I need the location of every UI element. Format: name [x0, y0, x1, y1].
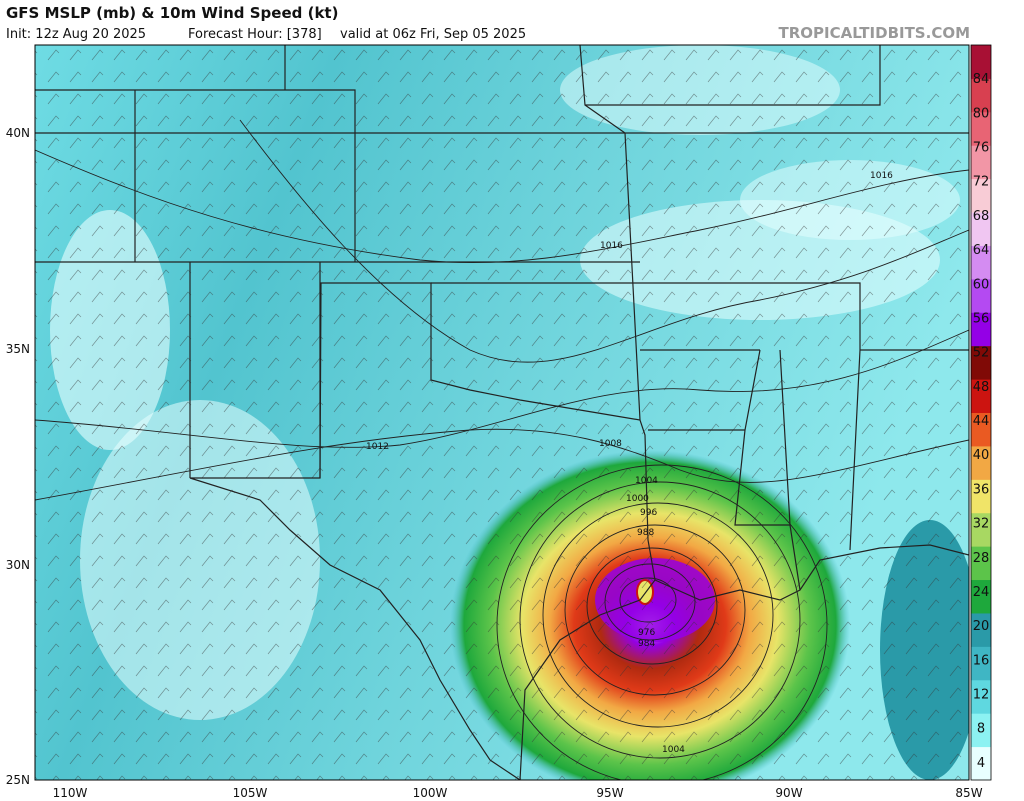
lon-label: 90W: [775, 786, 802, 800]
colorbar-swatch: [971, 145, 991, 180]
colorbar-swatch: [971, 345, 991, 380]
init: Init: 12z Aug 20 2025: [6, 27, 146, 42]
site: TROPICALTIDBITS.COM: [779, 24, 971, 42]
colorbar-swatch: [971, 412, 991, 447]
isobar-label: 1008: [599, 439, 622, 449]
colorbar-label: 80: [973, 106, 990, 121]
colorbar-swatch: [971, 546, 991, 581]
lon-label: 110W: [53, 786, 88, 800]
colorbar-label: 44: [973, 414, 990, 429]
colorbar-swatch: [971, 178, 991, 213]
lat-label: 40N: [6, 126, 30, 140]
colorbar-swatch: [971, 579, 991, 614]
lat-label: 35N: [6, 342, 30, 356]
colorbar-label: 4: [977, 756, 985, 771]
lon-label: 95W: [596, 786, 623, 800]
colorbar-swatch: [971, 512, 991, 547]
colorbar-swatch: [971, 746, 991, 781]
isobar-label: 984: [638, 639, 655, 649]
colorbar-swatch: [971, 646, 991, 681]
colorbar-label: 40: [973, 448, 990, 463]
colorbar-label: 64: [973, 243, 990, 258]
colorbar-frame: [970, 44, 992, 781]
lat-label: 30N: [6, 558, 30, 572]
colorbar-swatch: [971, 245, 991, 280]
isobar-label: 988: [637, 528, 654, 538]
colorbar-label: 52: [973, 346, 990, 361]
colorbar-swatch: [971, 312, 991, 347]
colorbar-label: 84: [973, 72, 990, 87]
isobar-label: 1004: [635, 476, 658, 486]
colorbar-swatch: [971, 278, 991, 313]
lat-label: 25N: [6, 773, 30, 787]
title: GFS MSLP (mb) & 10m Wind Speed (kt): [6, 4, 338, 22]
isobar-label: 1012: [366, 442, 389, 452]
isobar-label: 1016: [870, 171, 893, 181]
isobar-label: 1016: [600, 241, 623, 251]
wind-barbs: [35, 45, 969, 780]
colorbar-label: 68: [973, 209, 990, 224]
colorbar-label: 76: [973, 141, 990, 156]
lon-labels: 110W 105W 100W 95W 90W 85W: [53, 786, 983, 800]
lon-label: 100W: [413, 786, 448, 800]
valid-time: valid at 06z Fri, Sep 05 2025: [340, 27, 526, 42]
colorbar-swatch: [971, 679, 991, 714]
colorbar-swatch: [971, 379, 991, 413]
map-frame: [34, 44, 970, 781]
colorbar-label: 8: [977, 722, 985, 737]
colorbar-swatch: [971, 445, 991, 480]
colorbar-swatch: [971, 479, 991, 514]
colorbar-label: 20: [973, 619, 990, 634]
colorbar-swatch: [971, 111, 991, 146]
colorbar-label: 24: [973, 585, 990, 600]
isobar-label: 976: [638, 628, 655, 638]
state-borders: [35, 45, 969, 591]
colorbar-label: 16: [973, 653, 990, 668]
colorbar-label: 72: [973, 175, 990, 190]
colorbar-label: 28: [973, 551, 990, 566]
colorbar-swatch: [971, 78, 991, 113]
colorbar-swatch: [971, 45, 991, 79]
texas-border: [189, 282, 656, 780]
colorbar-label: 12: [973, 688, 990, 703]
colorbar-label: 60: [973, 277, 990, 292]
lat-labels: 40N 35N 30N 25N: [6, 126, 30, 787]
colorbar-swatch: [971, 212, 991, 246]
forecast-hour: Forecast Hour: [378]: [188, 27, 322, 42]
colorbar-swatch: [971, 612, 991, 647]
colorbar-label: 48: [973, 380, 990, 395]
colorbar-label: 32: [973, 517, 990, 532]
lon-label: 105W: [233, 786, 268, 800]
map: 1016 1016 1012 1008 1004 1000 996 988 97…: [35, 45, 969, 780]
isobars: [35, 119, 969, 780]
lon-label: 85W: [955, 786, 982, 800]
colorbar-label: 56: [973, 311, 990, 326]
isobar-label: 1000: [626, 494, 649, 504]
isobar-label: 996: [640, 508, 657, 518]
colorbar-swatch: [971, 713, 991, 748]
colorbar-label: 36: [973, 482, 990, 497]
isobar-label: 1004: [662, 745, 685, 755]
